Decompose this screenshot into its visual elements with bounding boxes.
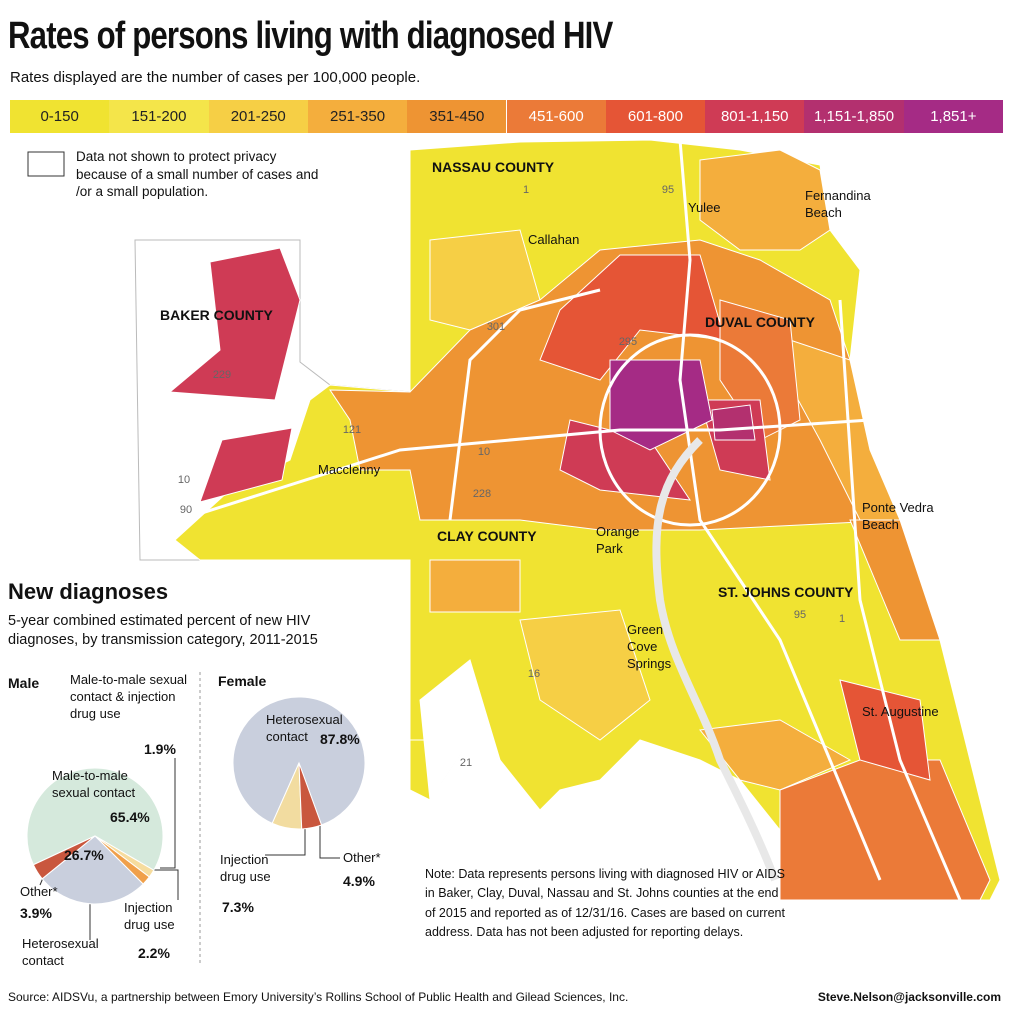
- legend-cell: 201-250: [208, 100, 308, 133]
- credit: Steve.Nelson@jacksonville.com: [817, 990, 1001, 1004]
- pie-slice: [298, 762, 323, 830]
- title: Rates of persons living with diagnosed H…: [8, 15, 613, 57]
- county-label: BAKER COUNTY: [160, 307, 273, 323]
- legend-cell: 151-200: [109, 100, 209, 133]
- pie-slice: [41, 835, 144, 905]
- pie-slice: [232, 696, 366, 826]
- value-label: 87.8%: [320, 731, 360, 747]
- river: [652, 437, 779, 882]
- county-label: NASSAU COUNTY: [432, 159, 555, 175]
- road: [179, 418, 871, 522]
- map: [134, 139, 1001, 901]
- highway-label: 90: [179, 504, 193, 516]
- slice-label: Injection drug use: [220, 852, 271, 884]
- leader-line: [150, 869, 179, 900]
- county-label: ST. JOHNS COUNTY: [718, 584, 854, 600]
- value-label: 4.9%: [343, 873, 375, 889]
- map-region: [699, 719, 852, 791]
- county-label: CLAY COUNTY: [437, 528, 537, 544]
- highway-label: 21: [459, 757, 473, 769]
- city-label: Macclenny: [318, 462, 381, 477]
- city-label: St. Augustine: [862, 704, 939, 719]
- slice-label: Injection drug use: [124, 900, 175, 932]
- map-region: [429, 559, 521, 613]
- map-region: [168, 247, 301, 401]
- pie-title: Female: [218, 673, 267, 689]
- note: Note: Data represents persons living wit…: [425, 867, 785, 940]
- white-area: [419, 659, 501, 802]
- privacy-note: Data not shown to protect privacy becaus…: [76, 149, 319, 200]
- road: [838, 299, 962, 901]
- pies: [26, 696, 366, 905]
- highway-label: 295: [618, 336, 638, 348]
- highway-label: 229: [212, 369, 232, 381]
- value-label: 1.9%: [144, 741, 176, 757]
- highway-label: 1: [838, 613, 846, 625]
- road: [598, 333, 782, 527]
- roads: [179, 139, 962, 901]
- highway-label: 16: [527, 668, 541, 680]
- highway-label: 301: [486, 321, 506, 333]
- legend-cell: 1,851+: [903, 100, 1003, 133]
- legend-cell: 1,151-1,850: [804, 100, 904, 133]
- leader-line: [160, 758, 176, 869]
- city-label: Callahan: [528, 232, 580, 247]
- pie-title: Male: [8, 675, 40, 691]
- highway-label: 10: [177, 474, 191, 486]
- highway-label: 95: [793, 609, 807, 621]
- highway-label: 95: [661, 184, 675, 196]
- city-label: Fernandina Beach: [805, 188, 871, 220]
- map-region: [711, 404, 756, 441]
- slice-label: Other*: [343, 850, 381, 865]
- value-label: 7.3%: [222, 899, 254, 915]
- section-title: New diagnoses: [8, 579, 169, 604]
- road: [448, 288, 601, 521]
- legend-cell: 0-150: [10, 100, 110, 133]
- value-label: 26.7%: [64, 847, 104, 863]
- highway-label: 228: [472, 488, 492, 500]
- road: [678, 139, 882, 881]
- legend-cell: 251-350: [307, 100, 408, 133]
- pie-slice: [26, 767, 164, 871]
- legend-cell: 601-800: [605, 100, 706, 133]
- subtitle: Rates displayed are the number of cases …: [10, 69, 421, 86]
- value-label: 3.9%: [20, 905, 52, 921]
- slice-label: Male-to-male sexual contact: [52, 768, 136, 800]
- city-label: Ponte Vedra Beach: [862, 500, 934, 532]
- map-region: [519, 609, 651, 741]
- slice-label: Heterosexual contact: [266, 712, 343, 744]
- section-subtitle: 5-year combined estimated percent of new…: [8, 613, 318, 648]
- city-label: Orange Park: [596, 524, 640, 556]
- source: Source: AIDSVu, a partnership between Em…: [8, 990, 629, 1004]
- city-label: Green Cove Springs: [627, 622, 672, 671]
- map-region: [199, 427, 293, 503]
- pie-slice: [32, 835, 96, 880]
- map-region: [839, 679, 931, 781]
- map-region: [849, 519, 941, 641]
- slice-label: Male-to-male sexual contact & injection …: [70, 672, 188, 721]
- slice-label: Heterosexual contact: [22, 936, 99, 968]
- county-label: DUVAL COUNTY: [705, 314, 815, 330]
- value-label: 2.2%: [138, 945, 170, 961]
- highway-label: 1: [522, 184, 530, 196]
- legend-cell: 351-450: [407, 100, 507, 133]
- legend-cell: 801-1,150: [705, 100, 805, 133]
- legend-cell: 451-600: [506, 100, 606, 133]
- privacy-swatch: [27, 151, 65, 177]
- highway-label: 121: [342, 424, 362, 436]
- map-region: [699, 149, 831, 251]
- slice-label: Other*: [20, 884, 58, 899]
- highway-label: 10: [477, 446, 491, 458]
- city-label: Yulee: [688, 200, 721, 215]
- leader-line: [319, 822, 340, 859]
- value-label: 65.4%: [110, 809, 150, 825]
